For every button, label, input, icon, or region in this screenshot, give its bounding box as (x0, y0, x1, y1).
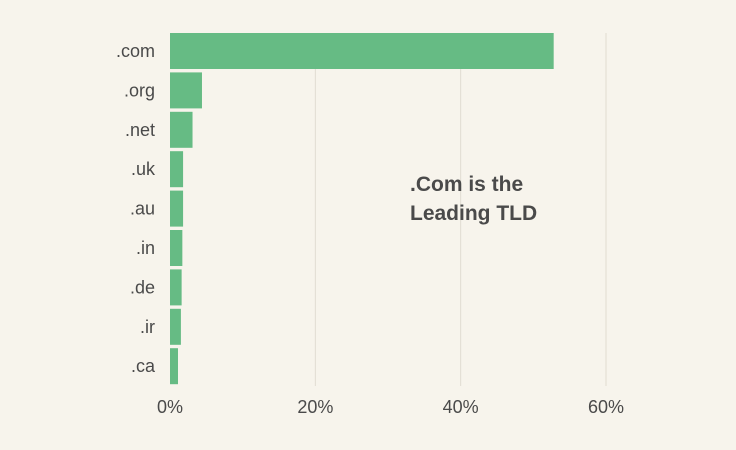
bar-ca (170, 348, 178, 385)
x-tick-label: 0% (157, 397, 183, 417)
category-label: .au (130, 199, 155, 219)
gridlines (314, 33, 607, 386)
x-tick-label: 60% (588, 397, 624, 417)
annotation-line-1: .Com is the (410, 173, 523, 196)
bar-de (170, 269, 182, 306)
category-label: .org (124, 80, 155, 100)
bar-ir (170, 308, 181, 345)
category-label: .com (116, 41, 155, 61)
bar-net (170, 111, 193, 148)
category-labels: .com .org .net .uk .au .in .de .ir .ca (116, 41, 156, 376)
bars (170, 33, 554, 385)
x-axis-ticks: 0% 20% 40% 60% (157, 397, 624, 417)
x-tick-label: 40% (443, 397, 479, 417)
category-label: .ca (131, 356, 156, 376)
bar-in (170, 230, 183, 266)
category-label: .uk (131, 159, 156, 179)
category-label: .net (125, 120, 155, 140)
bar-au (170, 190, 184, 227)
annotation-line-2: Leading TLD (410, 202, 537, 225)
chart-annotation: .Com is the Leading TLD (410, 173, 537, 225)
bar-uk (170, 151, 184, 188)
category-label: .de (130, 277, 155, 297)
bar-org (170, 72, 202, 109)
x-tick-label: 20% (297, 397, 333, 417)
bar-com (170, 33, 554, 69)
category-label: .ir (140, 317, 155, 337)
category-label: .in (136, 238, 155, 258)
